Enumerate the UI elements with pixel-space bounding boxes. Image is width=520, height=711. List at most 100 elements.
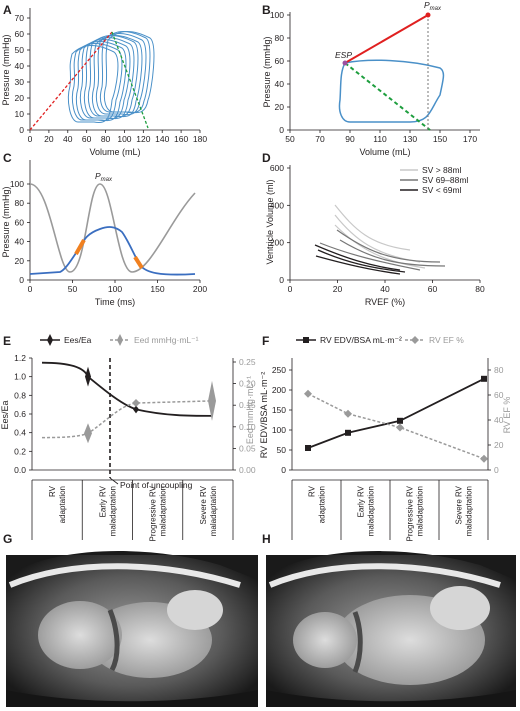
- panel-c-segment-left: [74, 239, 86, 255]
- mri-h-bottom-dark: [266, 690, 516, 707]
- y-tick-label: 150: [272, 405, 286, 415]
- panel-b-ea-line: [344, 62, 431, 131]
- x-tick-label: 60: [82, 134, 92, 144]
- panel-d: 0 20 40 60 80 0 200 400 600 Ventricle Volume (ml…: [265, 163, 485, 307]
- y-tick-label: 0.4: [14, 428, 26, 438]
- edv-marker: [345, 429, 351, 436]
- panel-label-c: C: [3, 151, 12, 165]
- eed-marker: [208, 380, 216, 421]
- y-tick-label: 0.6: [14, 409, 26, 419]
- pv-loop: [83, 37, 135, 120]
- y-tick-label: 60: [15, 29, 25, 39]
- y-tick-label: 70: [15, 13, 25, 23]
- panel-a-ticks: 0 20 40 60 80 100 120 140 160 180 0 10 20 30 40 50 60 70: [15, 13, 208, 144]
- curve-sv-low-2: [317, 249, 406, 273]
- y-tick-label: 0: [279, 125, 284, 135]
- panel-c-ticks: 0 50 100 150 200 0 20 40 60 80 100: [10, 179, 208, 294]
- legend-sv-high: SV > 88ml: [422, 165, 462, 175]
- panel-d-xlabel: RVEF (%): [365, 297, 405, 307]
- legend-ef: RV EF %: [429, 335, 464, 345]
- x-tick-label: 200: [193, 284, 207, 294]
- y-tick-label: 60: [15, 217, 25, 227]
- panel-f-ylabel-right: RV EF %: [502, 397, 512, 434]
- x-tick-label: 90: [345, 134, 355, 144]
- stage-label: Progressive RVmaladaptation: [149, 485, 168, 541]
- panel-label-f: F: [262, 334, 269, 348]
- y-tick-label: 20: [15, 93, 25, 103]
- panel-d-ylabel: Ventricle Volume (ml): [265, 179, 275, 264]
- panel-b-esp-point: [342, 60, 348, 66]
- panel-label-h: H: [262, 532, 271, 546]
- eed-marker: [132, 399, 140, 408]
- pv-loop: [79, 39, 131, 120]
- series-ef-line: [307, 393, 485, 460]
- y-tick-label: 20: [15, 256, 25, 266]
- panel-c-pmax-label: Pmax: [95, 171, 113, 183]
- panel-e-uncoupling-label: Point of uncoupling: [120, 480, 193, 490]
- ef-marker: [480, 454, 488, 463]
- mri-h-septum: [352, 611, 363, 673]
- pv-loop: [75, 41, 127, 122]
- panel-label-b: B: [262, 3, 271, 17]
- stage-label: Severe RVmaladaptation: [455, 485, 474, 536]
- eed-marker: [84, 423, 92, 444]
- panel-f-legend: RV EDV/BSA mL·m⁻² RV EF %: [296, 335, 464, 345]
- x-tick-label: 40: [63, 134, 73, 144]
- y-tick-label: 0.10: [239, 422, 256, 432]
- x-tick-label: 20: [333, 284, 343, 294]
- x-tick-label: 120: [136, 134, 150, 144]
- series-eed-line: [41, 400, 213, 439]
- y-tick-label: 200: [270, 238, 284, 248]
- y-tick-label: 0: [19, 275, 24, 285]
- y-tick-label: 40: [494, 415, 504, 425]
- panel-a-xlabel: Volume (mL): [89, 147, 140, 157]
- panel-c: 0 50 100 150 200 0 20 40 60 80 100 Pressure (mmHg)…: [1, 160, 207, 307]
- y-tick-label: 0.25: [239, 357, 256, 367]
- panel-a-ees-line: [29, 31, 113, 131]
- y-tick-label: 0.0: [14, 465, 26, 475]
- curve-sv-mid-3: [319, 242, 421, 271]
- y-tick-label: 40: [15, 237, 25, 247]
- x-tick-label: 110: [373, 134, 387, 144]
- ees-ea-marker: [85, 366, 91, 387]
- mri-h-chest-wall: [268, 563, 501, 588]
- y-tick-label: 0.20: [239, 379, 256, 389]
- y-tick-label: 50: [277, 445, 287, 455]
- panel-b-ylabel: Pressure (mmHg): [262, 36, 272, 107]
- stage-label: RVadaptation: [48, 485, 67, 523]
- y-tick-label: 0: [494, 465, 499, 475]
- y-tick-label: 100: [10, 179, 24, 189]
- y-tick-label: 100: [270, 10, 284, 20]
- edv-marker: [397, 417, 403, 424]
- y-tick-label: 50: [15, 45, 25, 55]
- mri-g-atrium: [167, 590, 223, 630]
- panel-c-isovolumic-curve: [29, 183, 196, 273]
- y-tick-label: 40: [15, 61, 25, 71]
- y-tick-label: 10: [15, 109, 25, 119]
- panel-d-ticks: 0 20 40 60 80 0 200 400 600: [270, 163, 485, 294]
- x-tick-label: 50: [285, 134, 295, 144]
- panel-label-g: G: [3, 532, 12, 546]
- y-tick-label: 1.2: [14, 353, 26, 363]
- panel-a-ylabel: Pressure (mmHg): [1, 34, 11, 105]
- legend-sv-mid: SV 69–88ml: [422, 175, 468, 185]
- y-tick-label: 600: [270, 163, 284, 173]
- panel-b: 50 70 90 110 130 150 170 0 20 40 60 80 100 Pressure …: [262, 0, 480, 157]
- legend-edv: RV EDV/BSA mL·m⁻²: [320, 335, 402, 345]
- y-tick-label: 250: [272, 365, 286, 375]
- x-tick-label: 100: [117, 134, 131, 144]
- panel-label-a: A: [3, 3, 12, 17]
- y-tick-label: 80: [494, 365, 504, 375]
- panel-label-e: E: [3, 334, 11, 348]
- x-tick-label: 80: [475, 284, 485, 294]
- panel-e-ylabel-left: Ees/Ea: [0, 400, 10, 429]
- y-tick-label: 60: [494, 390, 504, 400]
- y-tick-label: 80: [15, 198, 25, 208]
- stage-label: Severe RVmaladaptation: [199, 485, 218, 536]
- panel-e-ticks: 0.0 0.2 0.4 0.6 0.8 1.0 1.2 0.00 0.05 0.10 0.15 0.2…: [14, 353, 256, 475]
- panel-e: 0.0 0.2 0.4 0.6 0.8 1.0 1.2 0.00 0.05 0.10 0.15 0.2…: [0, 334, 256, 490]
- panel-f-ylabel-left: RV EDV/BSA mL·m⁻²: [259, 372, 269, 459]
- y-tick-label: 100: [272, 425, 286, 435]
- panel-e-axes: [31, 358, 234, 471]
- x-tick-label: 170: [463, 134, 477, 144]
